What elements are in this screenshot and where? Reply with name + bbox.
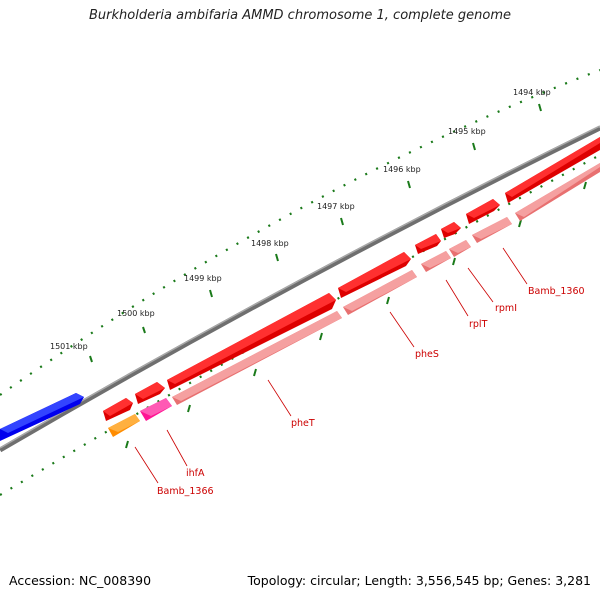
gene-label-bamb1360: Bamb_1360 <box>528 286 585 297</box>
kbp-label: 1500 kbp <box>117 309 155 318</box>
gene-reverse-rpmi[interactable] <box>449 240 471 257</box>
gene-forward-phes[interactable] <box>338 252 411 298</box>
gene-label-phet: pheT <box>291 418 315 429</box>
accession-label: Accession: NC_008390 <box>9 573 152 588</box>
gene-reverse-phes[interactable] <box>343 270 417 315</box>
gene-label-rplt: rplT <box>469 319 488 330</box>
gene-reverse-tail[interactable] <box>515 163 600 221</box>
map-title: Burkholderia ambifaria AMMD chromosome 1… <box>88 8 512 23</box>
gene-forward-rplt[interactable] <box>415 234 441 254</box>
gene-reverse-ihfa[interactable] <box>140 398 172 421</box>
gene-forward-bamb1360[interactable] <box>505 137 600 203</box>
gene-forward-rpmi[interactable] <box>441 222 461 238</box>
kbp-label: 1498 kbp <box>251 239 289 248</box>
inner-scale-ring <box>0 154 600 496</box>
gene-forward-2[interactable] <box>135 382 165 404</box>
scale-labels: 1501 kbp 1500 kbp 1499 kbp 1498 kbp 1497… <box>50 88 551 351</box>
genome-summary: Topology: circular; Length: 3,556,545 bp… <box>247 573 591 588</box>
kbp-label: 1501 kbp <box>50 342 88 351</box>
gene-forward-1[interactable] <box>103 398 133 421</box>
gene-label-rpmi: rpmI <box>495 303 517 314</box>
kbp-label: 1497 kbp <box>317 202 355 211</box>
gene-forward-phet[interactable] <box>167 293 336 390</box>
gene-label-phes: pheS <box>415 349 439 360</box>
gene-upstream-blue[interactable] <box>0 393 84 441</box>
gene-reverse-bamb1360[interactable] <box>472 217 512 243</box>
scale-ticks <box>89 103 542 363</box>
backbone <box>0 125 600 453</box>
gene-forward-5[interactable] <box>466 199 500 224</box>
gene-reverse-phet[interactable] <box>172 311 342 405</box>
label-leaders <box>134 247 528 484</box>
gene-reverse-bamb1366[interactable] <box>108 414 140 437</box>
gene-labels: Bamb_1366 ihfA pheT pheS rplT rpmI Bamb_… <box>157 286 585 497</box>
gene-label-bamb1366: Bamb_1366 <box>157 486 214 497</box>
inner-scale-ticks <box>125 181 587 449</box>
kbp-label: 1495 kbp <box>448 127 486 136</box>
gene-label-ihfa: ihfA <box>186 468 205 479</box>
kbp-label: 1494 kbp <box>513 88 551 97</box>
outer-scale-ring <box>0 68 600 396</box>
kbp-label: 1496 kbp <box>383 165 421 174</box>
kbp-label: 1499 kbp <box>184 274 222 283</box>
gene-reverse-rplt[interactable] <box>421 251 451 272</box>
